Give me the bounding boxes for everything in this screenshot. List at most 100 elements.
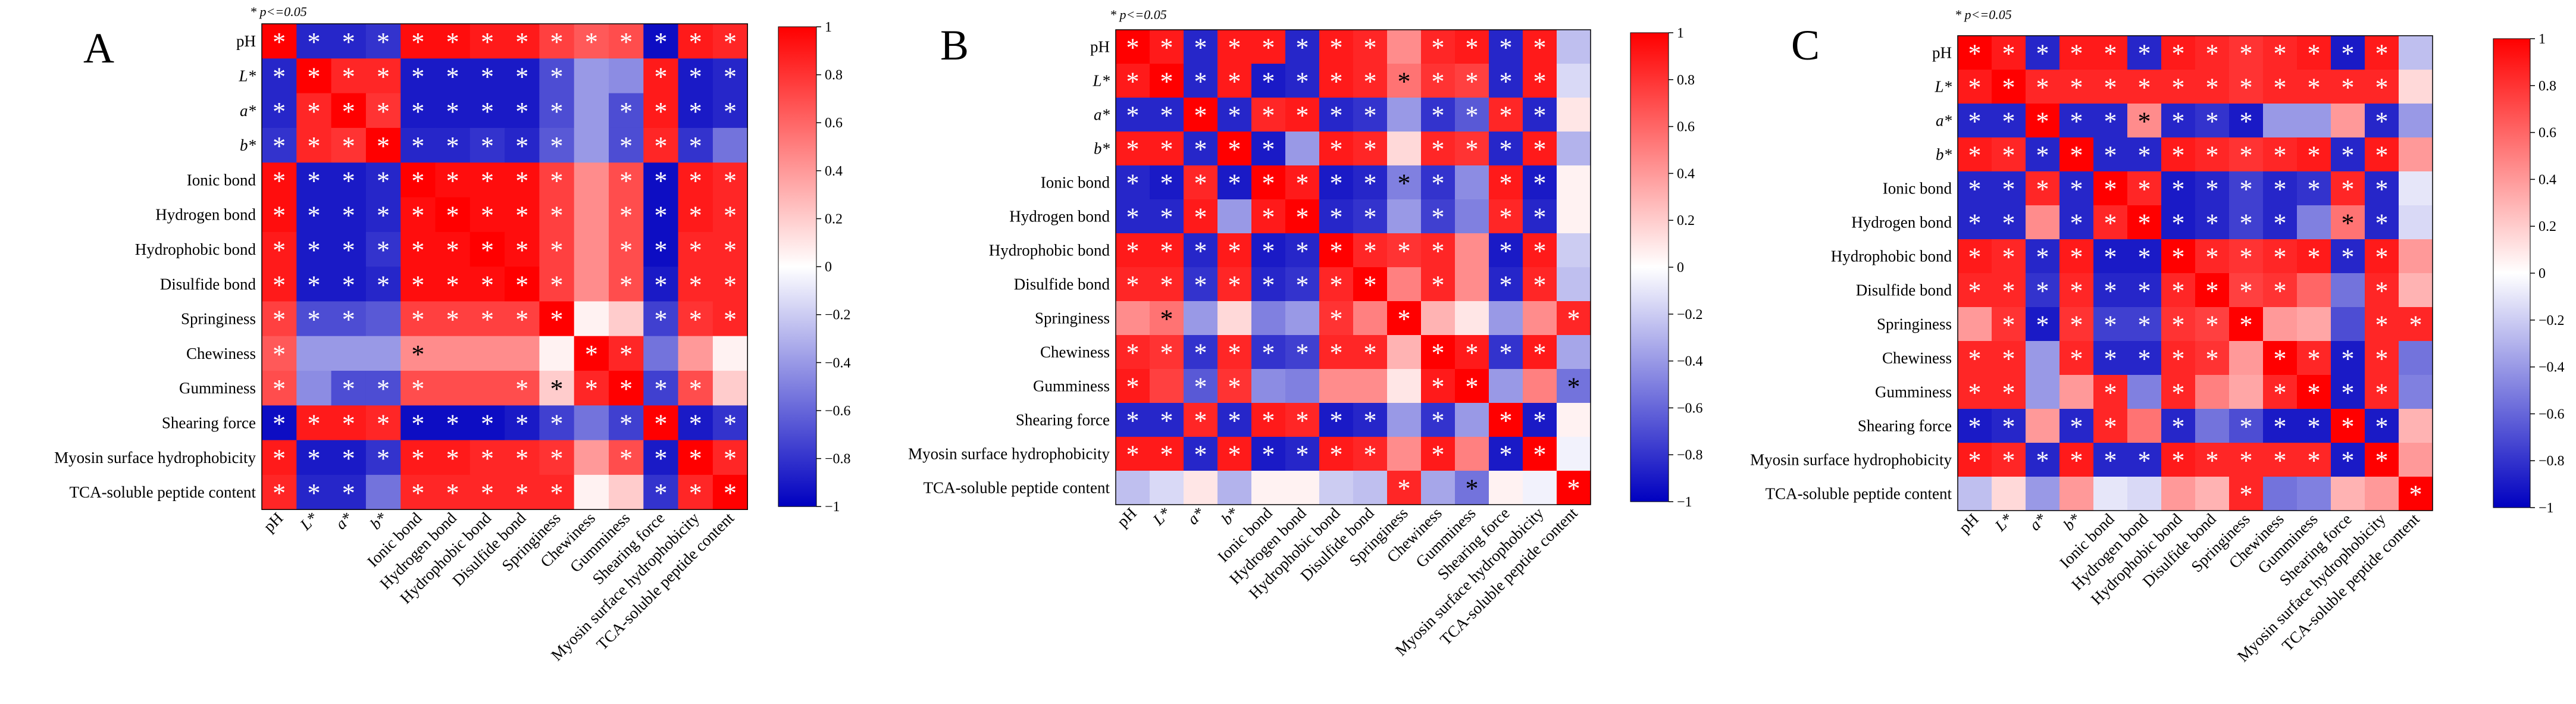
significance-star: *	[2172, 311, 2185, 340]
heatmap-cell	[2059, 409, 2094, 443]
significance-star: *	[2375, 311, 2389, 340]
heatmap-cell	[2195, 409, 2230, 443]
heatmap-cell	[643, 127, 679, 163]
significance-star: *	[2172, 209, 2185, 238]
heatmap-cell	[643, 58, 679, 94]
heatmap-cell	[1958, 375, 1992, 409]
heatmap-cell	[1217, 233, 1252, 268]
significance-star: *	[411, 97, 424, 126]
heatmap-cell	[2399, 273, 2433, 308]
significance-star: *	[2274, 378, 2287, 408]
significance-star: *	[654, 201, 667, 230]
heatmap-cell	[2331, 443, 2365, 477]
heatmap-cell	[2059, 307, 2094, 342]
significance-star: *	[273, 270, 286, 299]
heatmap-cell	[1251, 64, 1286, 98]
heatmap-cell	[505, 371, 540, 406]
heatmap-cell	[712, 58, 748, 94]
heatmap-frame	[261, 23, 748, 510]
heatmap-cell	[1992, 104, 2026, 138]
significance-star: *	[1296, 271, 1309, 300]
significance-star: *	[1160, 101, 1173, 130]
heatmap-cell	[539, 231, 575, 267]
significance-star: *	[1330, 339, 1343, 368]
significance-star: *	[1432, 339, 1445, 368]
heatmap-cell	[296, 440, 332, 475]
heatmap-cell	[574, 197, 609, 233]
significance-star: *	[2070, 175, 2083, 204]
heatmap-cell	[1150, 30, 1184, 64]
heatmap-cell	[574, 474, 609, 510]
heatmap-cell	[1251, 335, 1286, 370]
heatmap-cell	[296, 405, 332, 441]
significance-star: *	[377, 201, 390, 230]
significance-star: *	[515, 201, 528, 230]
heatmap-cell	[609, 162, 644, 198]
heatmap-cell	[435, 474, 471, 510]
significance-star: *	[2240, 39, 2253, 68]
heatmap-cell	[1116, 199, 1150, 234]
heatmap-cell	[2026, 409, 2060, 443]
significance-star: *	[2274, 412, 2287, 442]
heatmap-cell	[2127, 104, 2162, 138]
heatmap-cell	[1489, 267, 1523, 302]
significance-star: *	[342, 444, 355, 473]
significance-star: *	[2070, 345, 2083, 374]
heatmap-cell	[435, 162, 471, 198]
heatmap-cell	[609, 24, 644, 59]
heatmap-cell	[1217, 165, 1252, 200]
heatmap-cell	[1992, 307, 2026, 342]
heatmap-cell	[1958, 273, 1992, 308]
heatmap-cell	[505, 197, 540, 233]
row-label-b-star: b*	[1094, 140, 1110, 158]
significance-star: *	[273, 201, 286, 230]
significance-star: *	[1194, 135, 1207, 164]
heatmap-cell	[2195, 171, 2230, 206]
heatmap-cell	[1251, 471, 1286, 505]
significance-star: *	[481, 270, 494, 299]
heatmap-cell	[2195, 205, 2230, 240]
significance-star: *	[2070, 412, 2083, 442]
heatmap-cell	[2093, 273, 2128, 308]
heatmap-cell	[539, 127, 575, 163]
heatmap-cell	[400, 93, 436, 129]
colorbar-tick-label: 0	[825, 259, 832, 275]
heatmap-cell	[2365, 104, 2399, 138]
heatmap-cell	[2365, 477, 2399, 511]
heatmap-cell	[678, 58, 713, 94]
significance-star: *	[1330, 203, 1343, 232]
heatmap-cell	[678, 93, 713, 129]
colorbar	[2493, 38, 2531, 508]
significance-star: *	[1398, 305, 1411, 334]
colorbar-tick-label: 0	[2539, 266, 2546, 281]
heatmap-cell	[1285, 403, 1320, 437]
significance-star: *	[619, 236, 633, 265]
significance-star: *	[411, 201, 424, 230]
heatmap-cell	[2229, 137, 2264, 172]
row-label-myosin-surface-hydrophobicity: Myosin surface hydrophobicity	[908, 445, 1110, 463]
significance-star: *	[724, 97, 737, 126]
significance-star: *	[342, 305, 355, 334]
heatmap-cell	[2365, 341, 2399, 376]
significance-star: *	[2375, 141, 2389, 170]
heatmap-cell	[1116, 335, 1150, 370]
significance-star: *	[2138, 209, 2151, 238]
heatmap-cell	[2365, 273, 2399, 308]
significance-star: *	[273, 62, 286, 91]
heatmap-cell	[262, 127, 297, 163]
heatmap-cell	[2297, 273, 2331, 308]
significance-star: *	[2409, 480, 2422, 509]
significance-star: *	[619, 374, 633, 403]
significance-star: *	[689, 236, 702, 265]
significance-star: *	[2375, 209, 2389, 238]
heatmap-cell	[1116, 30, 1150, 64]
significance-star: *	[515, 236, 528, 265]
significance-star: *	[1126, 373, 1140, 402]
row-label-shearing-force: Shearing force	[1858, 417, 1952, 435]
heatmap-cell	[2263, 341, 2298, 376]
significance-star: *	[689, 201, 702, 230]
significance-star: *	[2036, 73, 2049, 102]
heatmap-cell	[539, 267, 575, 302]
heatmap-cell	[2161, 443, 2196, 477]
